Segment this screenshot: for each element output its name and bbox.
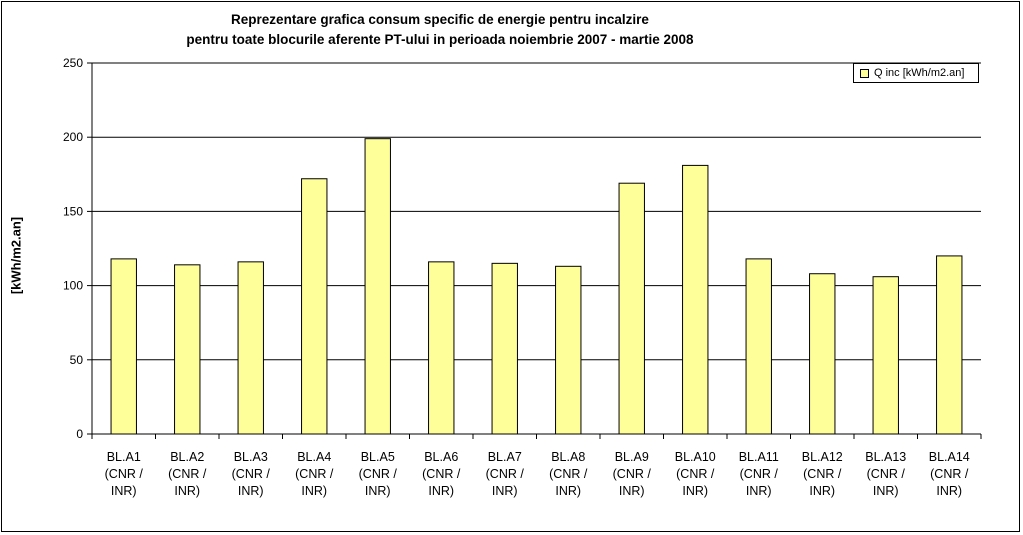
x-tick-label: INR) <box>365 484 391 498</box>
x-tick-label: (CNR / <box>168 467 207 481</box>
bar <box>809 273 836 435</box>
x-tick-label: BL.A2 <box>170 450 204 464</box>
x-tick-label: INR) <box>809 484 835 498</box>
y-tick-label: 200 <box>63 130 83 144</box>
x-tick-label: (CNR / <box>232 467 271 481</box>
x-tick-label: (CNR / <box>549 467 588 481</box>
bar <box>237 261 264 435</box>
x-tick-label: BL.A1 <box>107 450 141 464</box>
legend-swatch <box>860 68 869 78</box>
x-tick-label: INR) <box>682 484 708 498</box>
bar <box>555 265 582 435</box>
chart-title: Reprezentare grafica consum specific de … <box>0 10 880 50</box>
x-tick-label: (CNR / <box>803 467 842 481</box>
y-tick-label: 150 <box>63 204 83 218</box>
x-tick-label: (CNR / <box>867 467 906 481</box>
x-tick-label: INR) <box>873 484 899 498</box>
chart-title-line-1: Reprezentare grafica consum specific de … <box>231 12 649 27</box>
x-tick-label: INR) <box>111 484 137 498</box>
x-tick-label: BL.A7 <box>488 450 522 464</box>
chart-title-line-2: pentru toate blocurile aferente PT-ului … <box>186 32 694 47</box>
bar <box>428 261 455 435</box>
x-tick-label: (CNR / <box>359 467 398 481</box>
x-tick-label: INR) <box>238 484 264 498</box>
x-tick-label: INR) <box>746 484 772 498</box>
x-tick-label: (CNR / <box>613 467 652 481</box>
bar <box>301 178 328 435</box>
x-tick-label: BL.A11 <box>739 450 779 464</box>
x-tick-label: INR) <box>174 484 200 498</box>
x-tick-label: BL.A9 <box>615 450 649 464</box>
bar <box>745 258 772 435</box>
y-tick-label: 0 <box>76 427 83 441</box>
x-tick-label: INR) <box>428 484 454 498</box>
y-tick-label: 50 <box>70 353 84 367</box>
plot-area <box>92 63 981 434</box>
x-tick-label: BL.A3 <box>234 450 268 464</box>
x-tick-label: BL.A8 <box>551 450 585 464</box>
bar <box>682 164 709 435</box>
x-tick-label: BL.A6 <box>424 450 458 464</box>
bar <box>491 262 518 435</box>
bar <box>174 264 201 435</box>
x-tick-label: INR) <box>619 484 645 498</box>
x-tick-label: BL.A13 <box>865 450 906 464</box>
x-tick-label: (CNR / <box>486 467 525 481</box>
x-tick-label: (CNR / <box>740 467 779 481</box>
bar <box>872 276 899 435</box>
x-tick-label: (CNR / <box>930 467 969 481</box>
bar <box>110 258 137 435</box>
bar <box>364 138 391 435</box>
x-tick-label: INR) <box>301 484 327 498</box>
x-tick-label: BL.A10 <box>675 450 716 464</box>
y-tick-label: 100 <box>63 279 83 293</box>
legend: Q inc [kWh/m2.an] <box>853 63 979 83</box>
x-tick-label: BL.A5 <box>361 450 395 464</box>
x-tick-label: (CNR / <box>295 467 334 481</box>
bar <box>618 182 645 435</box>
legend-label: Q inc [kWh/m2.an] <box>874 67 965 79</box>
x-tick-label: (CNR / <box>422 467 461 481</box>
x-tick-label: INR) <box>936 484 962 498</box>
x-tick-label: BL.A4 <box>297 450 331 464</box>
x-tick-label: INR) <box>492 484 518 498</box>
x-tick-label: INR) <box>555 484 581 498</box>
x-tick-label: BL.A12 <box>802 450 843 464</box>
y-tick-label: 250 <box>63 56 83 70</box>
bar <box>936 255 963 435</box>
x-tick-label: (CNR / <box>676 467 715 481</box>
x-tick-label: (CNR / <box>105 467 144 481</box>
x-tick-label: BL.A14 <box>929 450 970 464</box>
